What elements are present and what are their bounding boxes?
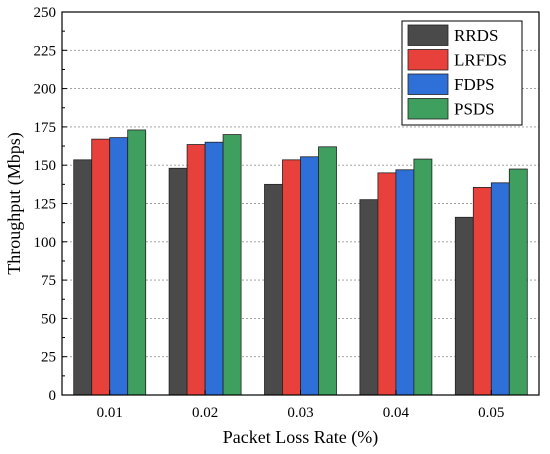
legend-swatch-lrfds (407, 49, 449, 71)
bar-rrds-0.05 (454, 216, 474, 396)
legend-label-lrfds: LRFDS (454, 51, 507, 70)
x-tick-label: 0.02 (192, 405, 218, 421)
legend-swatch-rrds (407, 24, 449, 46)
y-tick-label: 150 (34, 158, 57, 174)
bar-psds-0.01 (127, 129, 147, 396)
y-tick-label: 225 (34, 43, 57, 59)
bar-series (73, 129, 528, 396)
legend-label-fdps: FDPS (454, 75, 495, 94)
bar-lrfds-0.05 (472, 187, 492, 396)
legend-swatch-psds (407, 98, 449, 120)
y-tick-label: 0 (49, 388, 57, 404)
y-tick-label: 125 (34, 197, 57, 213)
bar-rrds-0.01 (73, 159, 93, 396)
bar-fdps-0.04 (395, 169, 415, 396)
bar-lrfds-0.04 (377, 172, 397, 396)
axis-ticks: 0 25 50 75 100 125 150 175 200 225 250 0.01 0.02 0.03… (34, 5, 505, 421)
bar-psds-0.04 (413, 158, 433, 396)
x-tick-label: 0.01 (97, 405, 123, 421)
bar-lrfds-0.02 (186, 144, 206, 396)
y-axis-title: Throughput (Mbps) (4, 132, 25, 275)
bar-fdps-0.02 (204, 141, 224, 396)
bar-fdps-0.05 (490, 182, 510, 396)
bar-lrfds-0.03 (282, 159, 301, 396)
y-tick-label: 250 (34, 5, 57, 21)
bar-rrds-0.03 (264, 183, 283, 396)
legend-label-rrds: RRDS (454, 26, 498, 45)
x-tick-label: 0.04 (383, 405, 410, 421)
bar-psds-0.05 (508, 168, 528, 396)
y-tick-label: 175 (34, 120, 57, 136)
legend-label-psds: PSDS (454, 100, 495, 119)
bar-rrds-0.04 (359, 199, 379, 396)
bar-fdps-0.03 (300, 156, 319, 396)
bar-psds-0.03 (318, 146, 337, 396)
x-axis-title: Packet Loss Rate (%) (223, 427, 378, 448)
bar-fdps-0.01 (109, 137, 129, 396)
legend: RRDS LRFDS FDPS PSDS (401, 20, 523, 126)
bar-lrfds-0.01 (91, 138, 111, 396)
y-tick-label: 75 (41, 273, 56, 289)
bar-psds-0.02 (222, 134, 242, 396)
y-tick-label: 50 (41, 311, 56, 327)
y-tick-label: 100 (34, 235, 57, 251)
legend-swatch-fdps (407, 73, 449, 95)
y-tick-label: 200 (34, 82, 57, 98)
bar-rrds-0.02 (168, 167, 188, 396)
x-tick-label: 0.03 (287, 405, 313, 421)
x-tick-label: 0.05 (478, 405, 504, 421)
y-tick-label: 25 (41, 350, 56, 366)
